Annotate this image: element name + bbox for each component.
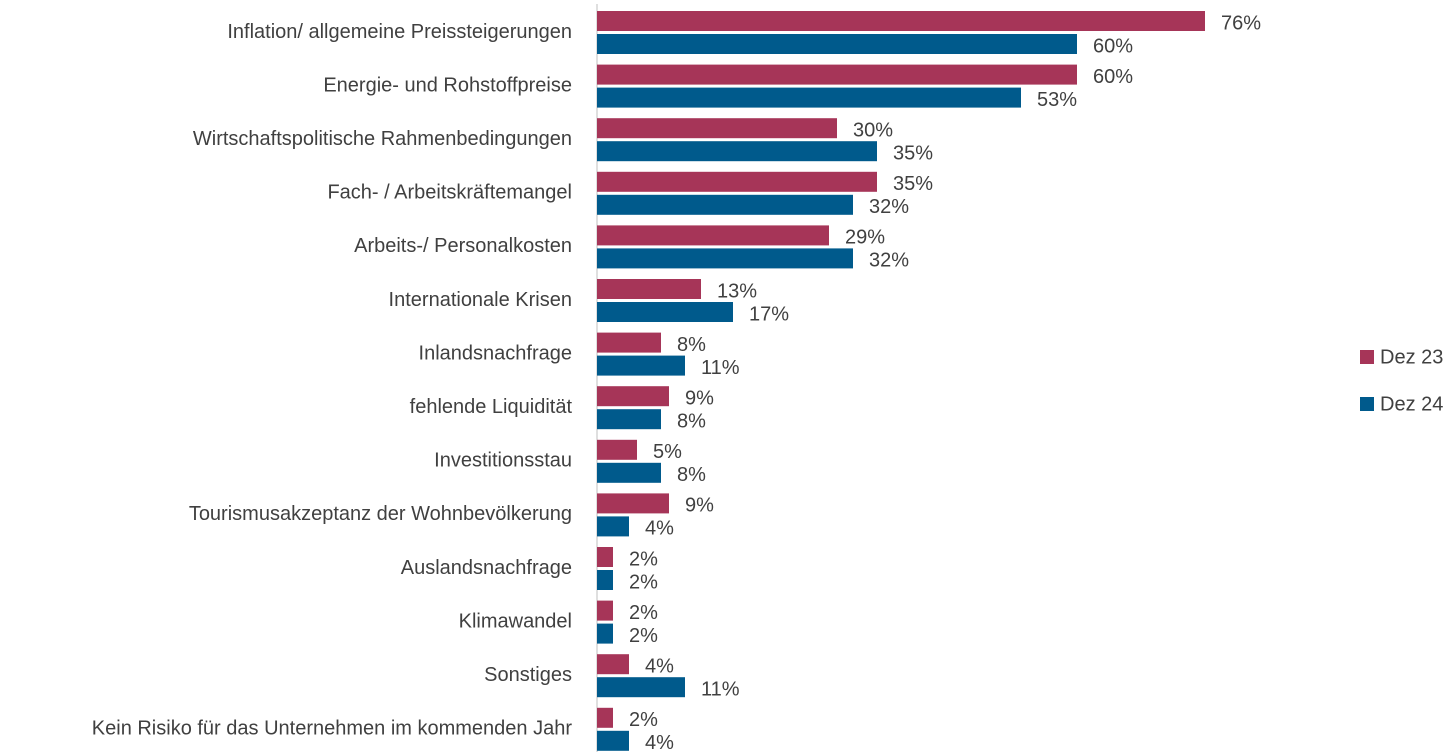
category-label: Internationale Krisen — [389, 289, 572, 311]
bar — [597, 87, 1021, 108]
bar — [597, 409, 661, 430]
category-label: Investitionsstau — [434, 450, 572, 472]
category-label: Auslandsnachfrage — [401, 557, 572, 579]
value-label: 60% — [1093, 35, 1133, 57]
value-label: 2% — [629, 548, 658, 570]
value-label: 4% — [645, 655, 674, 677]
bar — [597, 171, 877, 192]
bar — [597, 386, 669, 407]
bar — [597, 118, 837, 139]
bar — [597, 677, 685, 698]
value-label: 35% — [893, 142, 933, 164]
category-label: Inflation/ allgemeine Preissteigerungen — [227, 21, 572, 43]
bar — [597, 623, 613, 644]
bar — [597, 600, 613, 621]
value-label: 5% — [653, 441, 682, 463]
category-label: Kein Risiko für das Unternehmen im komme… — [92, 718, 573, 740]
bar — [597, 34, 1077, 54]
value-label: 30% — [853, 119, 893, 141]
category-label: Fach- / Arbeitskräftemangel — [327, 182, 572, 204]
bar — [597, 302, 733, 322]
category-label: Klimawandel — [459, 610, 572, 632]
bar — [597, 11, 1205, 31]
value-label: 29% — [845, 227, 885, 249]
bar — [597, 654, 629, 675]
bar — [597, 570, 613, 590]
bar — [597, 248, 853, 269]
value-label: 11% — [701, 357, 740, 379]
value-label: 76% — [1221, 12, 1261, 34]
bar — [597, 707, 613, 728]
bar — [597, 493, 669, 514]
legend-label: Dez 24 — [1380, 393, 1443, 415]
value-label: 11% — [701, 678, 740, 700]
legend-label: Dez 23 — [1380, 346, 1443, 368]
value-label: 60% — [1093, 66, 1133, 88]
bar — [597, 194, 853, 215]
bar — [597, 730, 629, 751]
value-label: 32% — [869, 196, 909, 218]
value-label: 2% — [629, 709, 658, 731]
bar — [597, 547, 613, 567]
value-label: 32% — [869, 250, 909, 272]
value-label: 35% — [893, 173, 933, 195]
category-label: Inlandsnachfrage — [419, 342, 572, 364]
value-label: 8% — [677, 410, 706, 432]
value-label: 2% — [629, 571, 658, 593]
legend-swatch — [1360, 397, 1374, 411]
bar — [597, 516, 629, 537]
category-label: Tourismusakzeptanz der Wohnbevölkerung — [189, 503, 572, 525]
category-label: Energie- und Rohstoffpreise — [323, 74, 572, 96]
category-label: Sonstiges — [484, 664, 572, 686]
bar — [597, 225, 829, 246]
bar — [597, 64, 1077, 85]
value-label: 4% — [645, 732, 674, 754]
value-label: 53% — [1037, 89, 1077, 111]
value-label: 9% — [685, 387, 714, 409]
category-label: Arbeits-/ Personalkosten — [354, 235, 572, 257]
value-label: 2% — [629, 602, 658, 624]
bar — [597, 279, 701, 299]
bar — [597, 355, 685, 376]
value-label: 2% — [629, 625, 658, 647]
value-label: 17% — [749, 303, 789, 325]
bar — [597, 141, 877, 162]
bar — [597, 332, 661, 353]
bar — [597, 462, 661, 483]
value-label: 13% — [717, 280, 757, 302]
value-label: 8% — [677, 464, 706, 486]
value-label: 9% — [685, 495, 714, 517]
bar — [597, 439, 637, 460]
value-label: 4% — [645, 518, 674, 540]
category-label: Wirtschaftspolitische Rahmenbedingungen — [193, 128, 572, 150]
value-label: 8% — [677, 334, 706, 356]
category-label: fehlende Liquidität — [410, 396, 573, 418]
legend-swatch — [1360, 350, 1374, 364]
